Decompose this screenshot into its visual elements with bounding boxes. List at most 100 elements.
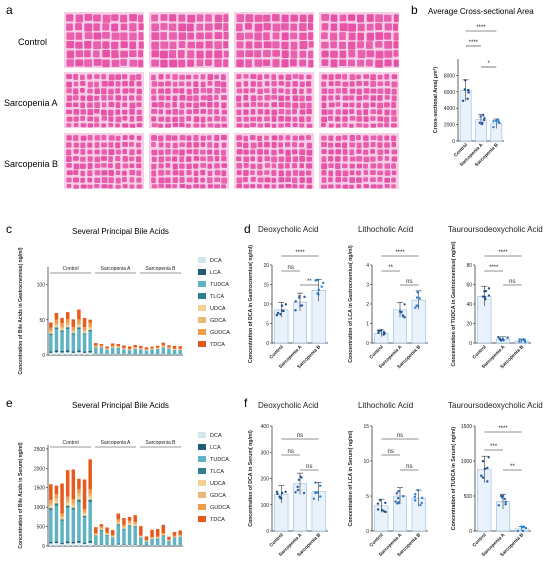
y-tick-label: 80 [466, 263, 472, 269]
muscle-fiber [122, 74, 128, 80]
significance-label: ns [397, 433, 403, 439]
y-tick-label: 5 [266, 322, 269, 328]
muscle-fiber [80, 170, 85, 177]
muscle-fiber [151, 156, 157, 163]
muscle-fiber [339, 41, 346, 49]
muscle-fiber [285, 184, 292, 189]
muscle-fiber [264, 109, 270, 115]
stack-segment-lca [49, 351, 53, 353]
muscle-fiber [115, 95, 121, 101]
data-point [521, 529, 525, 533]
legend-label: DCA [210, 433, 222, 439]
muscle-fiber [342, 95, 349, 101]
stack-segment-lca [65, 541, 70, 544]
muscle-fiber [66, 14, 74, 22]
stack-segment-tlca [60, 519, 64, 521]
muscle-fiber [200, 135, 206, 141]
muscle-fiber [306, 81, 312, 87]
chart-f2: Lithocholic Acid 0 5 10 15 Concentration of L… [348, 401, 428, 558]
muscle-fiber [236, 170, 242, 176]
stack-segment-dca [94, 354, 98, 355]
data-point [503, 497, 506, 501]
muscle-fiber [335, 88, 341, 94]
muscle-fiber [223, 50, 229, 58]
stack-segment-gdca [82, 330, 87, 332]
muscle-fiber [271, 142, 277, 148]
stack-segment-gdca [77, 493, 81, 497]
chart-d1: Deoxycholic Acid 0 5 10 15 20 Concentration of… [248, 225, 328, 370]
chart-f1: Deoxycholic Acid 0 100 200 300 400 Concentrati… [248, 401, 328, 558]
stack-segment-tlca [49, 508, 53, 511]
significance-label: **** [395, 250, 405, 256]
muscle-fiber [136, 95, 142, 101]
significance-label: ns [287, 449, 293, 455]
muscle-fiber [179, 116, 185, 123]
stack-segment-lca [54, 350, 59, 353]
muscle-fiber [243, 170, 249, 176]
data-point [497, 504, 500, 507]
muscle-fiber [393, 41, 399, 49]
y-tick-label: 4 [366, 263, 369, 269]
stack-segment-udca [54, 325, 59, 328]
stack-segment-tudca [178, 537, 182, 545]
muscle-fiber [292, 142, 298, 148]
muscle-fiber [243, 109, 249, 115]
muscle-fiber [221, 135, 227, 141]
muscle-fiber [271, 81, 277, 87]
stack-segment-udca [82, 331, 87, 334]
muscle-fiber [363, 149, 369, 155]
muscle-fiber [321, 170, 327, 176]
muscle-fiber [172, 81, 178, 87]
muscle-fiber [271, 123, 277, 128]
stack-segment-dca [82, 543, 87, 546]
row-label-control: Control [18, 37, 47, 47]
data-point [403, 303, 406, 306]
significance-label: ** [510, 464, 515, 470]
muscle-fiber [129, 59, 138, 67]
muscle-fiber [377, 170, 384, 176]
muscle-fiber [384, 102, 390, 108]
stack-segment-gudca [133, 521, 137, 524]
stack-segment-dca [178, 545, 182, 546]
muscle-fiber [357, 14, 365, 23]
muscle-fiber [306, 116, 311, 122]
muscle-fiber [108, 88, 114, 95]
stack-segment-tudca [172, 538, 177, 546]
y-tick-label: 10 [363, 459, 369, 465]
y-tick-label: 0 [469, 529, 472, 535]
legend-swatch-udca [198, 305, 206, 311]
muscle-fiber [363, 88, 370, 94]
muscle-fiber [122, 116, 128, 121]
stack-segment-udca [49, 505, 53, 509]
stack-segment-tdca [77, 309, 81, 320]
chart-title: Deoxycholic Acid [258, 225, 318, 234]
muscle-fiber [342, 88, 348, 94]
stack-segment-tlca [122, 528, 126, 530]
legend-swatch-gdca [198, 492, 206, 498]
y-tick-label: 20 [466, 322, 472, 328]
muscle-fiber [221, 74, 226, 81]
muscle-fiber [285, 149, 291, 156]
muscle-fiber [245, 23, 253, 30]
stack-segment-gudca [105, 532, 109, 534]
muscle-fiber [207, 81, 213, 86]
muscle-fiber [356, 116, 362, 122]
stack-segment-dca [65, 352, 70, 355]
stack-segment-tdca [65, 312, 70, 320]
data-point [467, 89, 470, 92]
muscle-fiber [73, 102, 79, 108]
data-point [483, 295, 487, 299]
stack-segment-udca [54, 500, 59, 504]
data-point [420, 496, 424, 500]
muscle-fiber [356, 102, 361, 108]
stack-segment-dca [77, 542, 81, 546]
muscle-fiber [205, 32, 213, 40]
muscle-fiber [377, 163, 383, 169]
muscle-fiber [356, 184, 362, 189]
stack-segment-lca [116, 543, 121, 545]
muscle-fiber [370, 184, 377, 189]
muscle-fiber [122, 102, 128, 108]
muscle-fiber [87, 142, 93, 148]
muscle-fiber [158, 184, 164, 189]
stack-segment-dca [49, 543, 53, 546]
